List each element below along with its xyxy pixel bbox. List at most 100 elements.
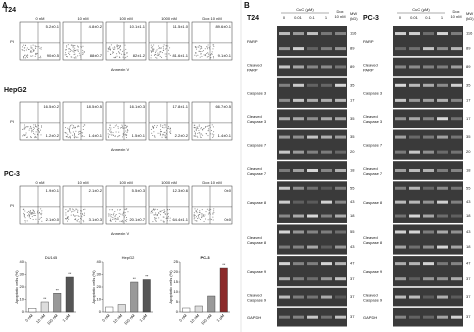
event-dot: [34, 137, 36, 139]
band: [279, 214, 290, 218]
event-dot: [209, 48, 211, 50]
event-dot: [165, 45, 167, 47]
event-dot: [162, 216, 164, 218]
event-dot: [212, 126, 214, 128]
quadrant-value: 4.8±0.2: [89, 24, 103, 29]
event-dot: [65, 212, 67, 214]
event-dot: [68, 53, 70, 55]
event-dot: [110, 214, 112, 216]
row-label: Cleaved: [363, 166, 378, 171]
event-dot: [36, 126, 38, 128]
band: [335, 230, 346, 234]
event-dot: [161, 52, 163, 54]
event-dot: [21, 46, 23, 48]
band: [335, 135, 346, 139]
event-dot: [118, 48, 120, 50]
band: [395, 277, 406, 281]
lane-label: 1: [441, 15, 444, 20]
band: [293, 295, 304, 299]
event-dot: [76, 126, 78, 128]
event-dot: [112, 218, 114, 220]
event-dot: [212, 213, 214, 215]
band: [279, 135, 290, 139]
event-dot: [125, 52, 127, 54]
event-dot: [213, 45, 215, 47]
mw-header: MW: [350, 11, 357, 16]
event-dot: [167, 208, 169, 210]
event-dot: [124, 216, 126, 218]
y-tick-label: 30: [97, 272, 102, 277]
event-dot: [36, 46, 38, 48]
event-dot: [203, 221, 205, 223]
event-dot: [33, 214, 35, 216]
band: [451, 230, 462, 234]
event-dot: [69, 131, 71, 133]
row-label: Caspase 3: [363, 91, 383, 96]
event-dot: [200, 51, 202, 53]
event-dot: [82, 49, 84, 51]
event-dot: [75, 218, 77, 220]
quadrant-value: 5.5±0.3: [132, 188, 146, 193]
event-dot: [209, 213, 211, 215]
event-dot: [150, 44, 152, 46]
band: [335, 98, 346, 102]
y-tick-label: 10: [97, 297, 102, 302]
event-dot: [80, 56, 82, 58]
event-dot: [154, 124, 156, 126]
event-dot: [208, 47, 210, 49]
event-dot: [155, 50, 157, 52]
band: [307, 65, 318, 69]
event-dot: [113, 52, 115, 54]
x-tick-label: 10 nM: [35, 313, 46, 324]
event-dot: [72, 208, 74, 210]
event-dot: [66, 45, 68, 47]
event-dot: [170, 130, 172, 132]
flow-plot: [62, 185, 104, 225]
event-dot: [37, 213, 39, 215]
y-tick-label: 20: [97, 284, 102, 289]
event-dot: [156, 214, 158, 216]
event-dot: [164, 135, 166, 137]
event-dot: [196, 135, 198, 137]
event-dot: [119, 135, 121, 137]
event-dot: [193, 215, 195, 217]
event-dot: [24, 210, 26, 212]
event-dot: [194, 134, 196, 136]
event-dot: [169, 217, 171, 219]
event-dot: [209, 48, 211, 50]
event-dot: [157, 132, 159, 134]
band: [423, 277, 434, 281]
event-dot: [24, 44, 26, 46]
event-dot: [154, 53, 156, 55]
event-dot: [33, 127, 35, 129]
event-dot: [213, 44, 215, 46]
event-dot: [40, 126, 42, 128]
event-dot: [29, 209, 31, 211]
event-dot: [27, 49, 29, 51]
event-dot: [124, 212, 126, 214]
row-label: Caspase 9: [363, 269, 383, 274]
band: [437, 295, 448, 299]
event-dot: [40, 214, 42, 216]
event-dot: [32, 212, 34, 214]
row-label: Caspase 8: [363, 200, 383, 205]
band: [395, 262, 406, 266]
band: [423, 295, 434, 299]
chart-title: PC-3: [200, 255, 210, 260]
band: [293, 65, 304, 69]
event-dot: [73, 136, 75, 138]
band: [423, 150, 434, 154]
event-dot: [109, 213, 111, 215]
event-dot: [168, 53, 170, 55]
event-dot: [118, 47, 120, 49]
event-dot: [198, 124, 200, 126]
event-dot: [38, 211, 40, 213]
row-label: PARP: [247, 67, 258, 72]
event-dot: [83, 212, 85, 214]
plot-title: 0 nM: [36, 16, 45, 21]
event-dot: [198, 46, 200, 48]
mw-value: 17: [466, 97, 471, 102]
band: [279, 83, 290, 87]
event-dot: [40, 48, 42, 50]
event-dot: [125, 220, 127, 222]
